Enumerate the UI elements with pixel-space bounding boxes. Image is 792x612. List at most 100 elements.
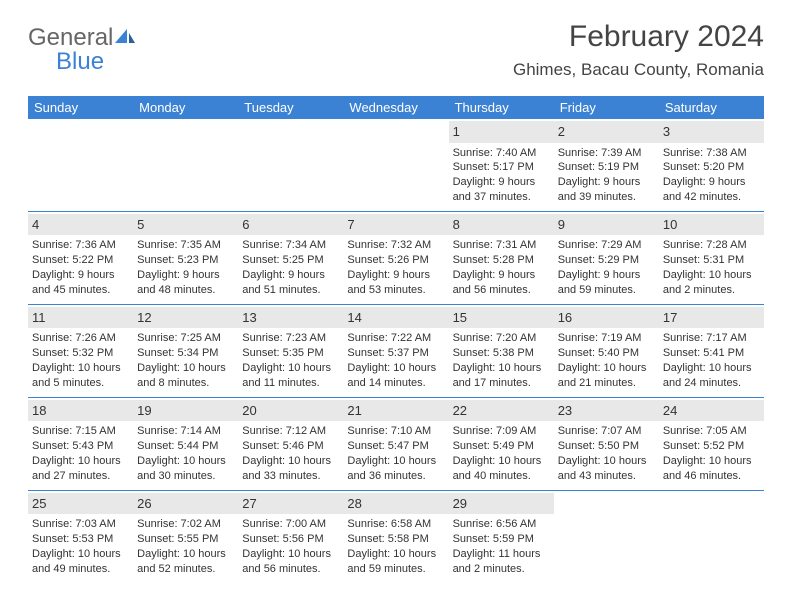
location: Ghimes, Bacau County, Romania xyxy=(513,60,764,80)
sunrise: Sunrise: 7:00 AM xyxy=(242,517,339,532)
sun-info: Sunrise: 7:26 AMSunset: 5:32 PMDaylight:… xyxy=(32,331,129,390)
daylight: Daylight: 9 hours and 51 minutes. xyxy=(242,268,339,298)
daylight: Daylight: 11 hours and 2 minutes. xyxy=(453,547,550,577)
sunset: Sunset: 5:58 PM xyxy=(347,532,444,547)
calendar-cell xyxy=(554,490,659,582)
daylight: Daylight: 10 hours and 40 minutes. xyxy=(453,454,550,484)
sun-info: Sunrise: 7:32 AMSunset: 5:26 PMDaylight:… xyxy=(347,238,444,297)
sun-info: Sunrise: 7:00 AMSunset: 5:56 PMDaylight:… xyxy=(242,517,339,576)
logo-text-2: Blue xyxy=(28,48,104,75)
calendar-cell: 7Sunrise: 7:32 AMSunset: 5:26 PMDaylight… xyxy=(343,211,448,304)
col-friday: Friday xyxy=(554,96,659,119)
sunrise: Sunrise: 7:20 AM xyxy=(453,331,550,346)
sunrise: Sunrise: 7:23 AM xyxy=(242,331,339,346)
sail-icon xyxy=(113,27,137,50)
day-number: 17 xyxy=(659,307,764,329)
calendar-cell: 6Sunrise: 7:34 AMSunset: 5:25 PMDaylight… xyxy=(238,211,343,304)
day-number: 9 xyxy=(554,214,659,236)
day-number: 21 xyxy=(343,400,448,422)
calendar-cell: 26Sunrise: 7:02 AMSunset: 5:55 PMDayligh… xyxy=(133,490,238,582)
sunrise: Sunrise: 7:34 AM xyxy=(242,238,339,253)
col-wednesday: Wednesday xyxy=(343,96,448,119)
sunset: Sunset: 5:32 PM xyxy=(32,346,129,361)
sunrise: Sunrise: 6:58 AM xyxy=(347,517,444,532)
sun-info: Sunrise: 6:56 AMSunset: 5:59 PMDaylight:… xyxy=(453,517,550,576)
title-block: February 2024 Ghimes, Bacau County, Roma… xyxy=(513,20,764,80)
daylight: Daylight: 9 hours and 39 minutes. xyxy=(558,175,655,205)
sunrise: Sunrise: 7:07 AM xyxy=(558,424,655,439)
day-number: 18 xyxy=(28,400,133,422)
calendar-cell: 4Sunrise: 7:36 AMSunset: 5:22 PMDaylight… xyxy=(28,211,133,304)
sunset: Sunset: 5:19 PM xyxy=(558,160,655,175)
daylight: Daylight: 9 hours and 53 minutes. xyxy=(347,268,444,298)
sunrise: Sunrise: 7:02 AM xyxy=(137,517,234,532)
daylight: Daylight: 9 hours and 48 minutes. xyxy=(137,268,234,298)
header: General Blue February 2024 Ghimes, Bacau… xyxy=(28,20,764,80)
day-number xyxy=(343,121,448,125)
sunset: Sunset: 5:43 PM xyxy=(32,439,129,454)
sun-info: Sunrise: 7:15 AMSunset: 5:43 PMDaylight:… xyxy=(32,424,129,483)
daylight: Daylight: 9 hours and 45 minutes. xyxy=(32,268,129,298)
sunset: Sunset: 5:20 PM xyxy=(663,160,760,175)
sunrise: Sunrise: 7:15 AM xyxy=(32,424,129,439)
daylight: Daylight: 10 hours and 11 minutes. xyxy=(242,361,339,391)
sunrise: Sunrise: 7:29 AM xyxy=(558,238,655,253)
calendar-cell xyxy=(659,490,764,582)
sunrise: Sunrise: 7:36 AM xyxy=(32,238,129,253)
sunset: Sunset: 5:52 PM xyxy=(663,439,760,454)
sun-info: Sunrise: 7:36 AMSunset: 5:22 PMDaylight:… xyxy=(32,238,129,297)
sunset: Sunset: 5:49 PM xyxy=(453,439,550,454)
day-number: 26 xyxy=(133,493,238,515)
daylight: Daylight: 10 hours and 27 minutes. xyxy=(32,454,129,484)
day-number: 1 xyxy=(449,121,554,143)
day-number: 20 xyxy=(238,400,343,422)
sunrise: Sunrise: 7:17 AM xyxy=(663,331,760,346)
sunset: Sunset: 5:41 PM xyxy=(663,346,760,361)
sunset: Sunset: 5:35 PM xyxy=(242,346,339,361)
sun-info: Sunrise: 7:02 AMSunset: 5:55 PMDaylight:… xyxy=(137,517,234,576)
sunset: Sunset: 5:38 PM xyxy=(453,346,550,361)
daylight: Daylight: 10 hours and 24 minutes. xyxy=(663,361,760,391)
calendar-cell xyxy=(238,119,343,211)
daylight: Daylight: 10 hours and 14 minutes. xyxy=(347,361,444,391)
sunset: Sunset: 5:34 PM xyxy=(137,346,234,361)
col-monday: Monday xyxy=(133,96,238,119)
day-number: 11 xyxy=(28,307,133,329)
sunrise: Sunrise: 7:22 AM xyxy=(347,331,444,346)
calendar-cell: 12Sunrise: 7:25 AMSunset: 5:34 PMDayligh… xyxy=(133,304,238,397)
daylight: Daylight: 10 hours and 17 minutes. xyxy=(453,361,550,391)
day-number: 27 xyxy=(238,493,343,515)
sunset: Sunset: 5:47 PM xyxy=(347,439,444,454)
sunset: Sunset: 5:26 PM xyxy=(347,253,444,268)
month-title: February 2024 xyxy=(513,20,764,54)
calendar-row: 11Sunrise: 7:26 AMSunset: 5:32 PMDayligh… xyxy=(28,304,764,397)
day-number: 13 xyxy=(238,307,343,329)
calendar-cell: 11Sunrise: 7:26 AMSunset: 5:32 PMDayligh… xyxy=(28,304,133,397)
sun-info: Sunrise: 7:38 AMSunset: 5:20 PMDaylight:… xyxy=(663,146,760,205)
calendar-cell: 27Sunrise: 7:00 AMSunset: 5:56 PMDayligh… xyxy=(238,490,343,582)
sun-info: Sunrise: 7:31 AMSunset: 5:28 PMDaylight:… xyxy=(453,238,550,297)
calendar-cell: 24Sunrise: 7:05 AMSunset: 5:52 PMDayligh… xyxy=(659,397,764,490)
calendar-cell: 3 Sunrise: 7:38 AMSunset: 5:20 PMDaylight… xyxy=(659,119,764,211)
sun-info: Sunrise: 7:09 AMSunset: 5:49 PMDaylight:… xyxy=(453,424,550,483)
day-number: 10 xyxy=(659,214,764,236)
day-number: 3 xyxy=(659,121,764,143)
calendar-row: 1Sunrise: 7:40 AMSunset: 5:17 PMDaylight… xyxy=(28,119,764,211)
sunset: Sunset: 5:56 PM xyxy=(242,532,339,547)
calendar-cell: 15Sunrise: 7:20 AMSunset: 5:38 PMDayligh… xyxy=(449,304,554,397)
day-number: 2 xyxy=(554,121,659,143)
calendar-cell: 10Sunrise: 7:28 AMSunset: 5:31 PMDayligh… xyxy=(659,211,764,304)
day-number: 5 xyxy=(133,214,238,236)
header-row: Sunday Monday Tuesday Wednesday Thursday… xyxy=(28,96,764,119)
calendar-cell: 16Sunrise: 7:19 AMSunset: 5:40 PMDayligh… xyxy=(554,304,659,397)
calendar-cell: 14Sunrise: 7:22 AMSunset: 5:37 PMDayligh… xyxy=(343,304,448,397)
sun-info: Sunrise: 7:39 AMSunset: 5:19 PMDaylight:… xyxy=(558,146,655,205)
sunrise: Sunrise: 7:10 AM xyxy=(347,424,444,439)
sunrise: Sunrise: 7:19 AM xyxy=(558,331,655,346)
sunrise: Sunrise: 7:12 AM xyxy=(242,424,339,439)
day-number: 28 xyxy=(343,493,448,515)
sun-info: Sunrise: 7:28 AMSunset: 5:31 PMDaylight:… xyxy=(663,238,760,297)
col-tuesday: Tuesday xyxy=(238,96,343,119)
sunset: Sunset: 5:29 PM xyxy=(558,253,655,268)
calendar-cell: 22Sunrise: 7:09 AMSunset: 5:49 PMDayligh… xyxy=(449,397,554,490)
